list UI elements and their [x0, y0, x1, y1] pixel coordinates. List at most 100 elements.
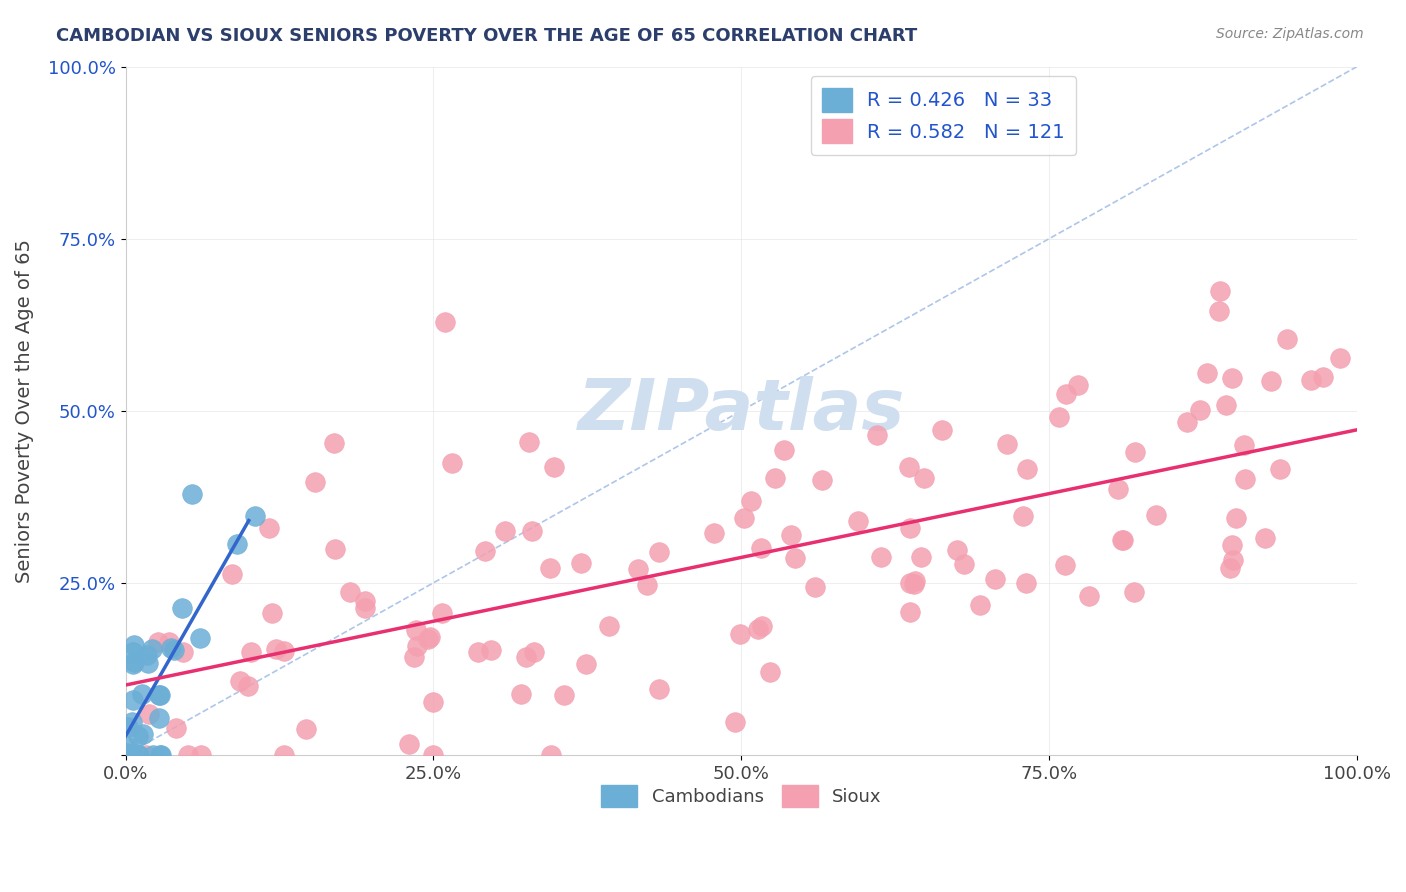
Point	[236, 679, 259, 693]
Point	[131, 687, 153, 701]
Point	[127, 729, 149, 743]
Point	[148, 711, 170, 725]
Point	[132, 727, 155, 741]
Point	[1012, 508, 1035, 523]
Point	[1234, 472, 1257, 486]
Point	[121, 715, 143, 730]
Point	[515, 649, 537, 664]
Point	[416, 632, 439, 647]
Point	[422, 695, 444, 709]
Point	[575, 657, 598, 671]
Point	[188, 631, 211, 645]
Point	[121, 645, 143, 659]
Point	[124, 638, 146, 652]
Point	[1107, 483, 1129, 497]
Point	[419, 630, 441, 644]
Point	[1260, 374, 1282, 388]
Point	[190, 747, 212, 762]
Point	[221, 566, 243, 581]
Point	[176, 747, 198, 762]
Point	[1301, 373, 1323, 387]
Point	[1277, 332, 1299, 346]
Point	[740, 493, 762, 508]
Point	[117, 740, 139, 755]
Point	[262, 606, 284, 620]
Point	[273, 644, 295, 658]
Point	[172, 601, 194, 615]
Point	[946, 543, 969, 558]
Point	[1123, 445, 1146, 459]
Point	[122, 657, 145, 671]
Point	[402, 650, 425, 665]
Point	[553, 688, 575, 702]
Point	[1189, 403, 1212, 417]
Point	[723, 714, 745, 729]
Point	[733, 510, 755, 524]
Point	[122, 655, 145, 669]
Point	[148, 688, 170, 702]
Point	[866, 428, 889, 442]
Text: ZIPatlas: ZIPatlas	[578, 376, 905, 445]
Point	[1312, 370, 1334, 384]
Point	[953, 558, 976, 572]
Point	[870, 549, 893, 564]
Point	[180, 487, 202, 501]
Point	[751, 619, 773, 633]
Point	[136, 657, 159, 671]
Point	[430, 606, 453, 620]
Point	[405, 623, 427, 637]
Point	[904, 574, 927, 588]
Point	[912, 471, 935, 485]
Point	[354, 594, 377, 608]
Point	[747, 622, 769, 636]
Point	[323, 541, 346, 556]
Point	[785, 551, 807, 566]
Point	[1017, 462, 1039, 476]
Point	[1222, 553, 1244, 567]
Point	[510, 688, 533, 702]
Point	[146, 635, 169, 649]
Point	[339, 585, 361, 599]
Point	[538, 560, 561, 574]
Point	[984, 572, 1007, 586]
Point	[323, 436, 346, 450]
Point	[1208, 284, 1230, 298]
Point	[128, 747, 150, 762]
Point	[172, 645, 194, 659]
Point	[1054, 558, 1077, 572]
Point	[117, 721, 139, 735]
Point	[703, 526, 725, 541]
Point	[1329, 351, 1351, 366]
Point	[811, 473, 834, 487]
Point	[749, 541, 772, 555]
Point	[598, 619, 620, 633]
Point	[304, 475, 326, 489]
Point	[467, 644, 489, 658]
Point	[1123, 585, 1146, 599]
Point	[1112, 533, 1135, 548]
Point	[1254, 531, 1277, 545]
Point	[165, 721, 187, 735]
Point	[122, 693, 145, 707]
Point	[931, 423, 953, 437]
Point	[135, 648, 157, 662]
Point	[1220, 538, 1243, 552]
Point	[259, 521, 281, 535]
Point	[405, 639, 427, 653]
Point	[148, 688, 170, 702]
Point	[115, 747, 138, 762]
Point	[135, 747, 157, 762]
Text: Source: ZipAtlas.com: Source: ZipAtlas.com	[1216, 27, 1364, 41]
Point	[273, 747, 295, 762]
Point	[264, 642, 287, 657]
Point	[969, 598, 991, 612]
Point	[157, 634, 180, 648]
Point	[225, 537, 247, 551]
Point	[910, 549, 932, 564]
Point	[1014, 576, 1036, 591]
Point	[1219, 560, 1241, 574]
Point	[763, 470, 786, 484]
Point	[1220, 371, 1243, 385]
Point	[517, 434, 540, 449]
Point	[1067, 378, 1090, 392]
